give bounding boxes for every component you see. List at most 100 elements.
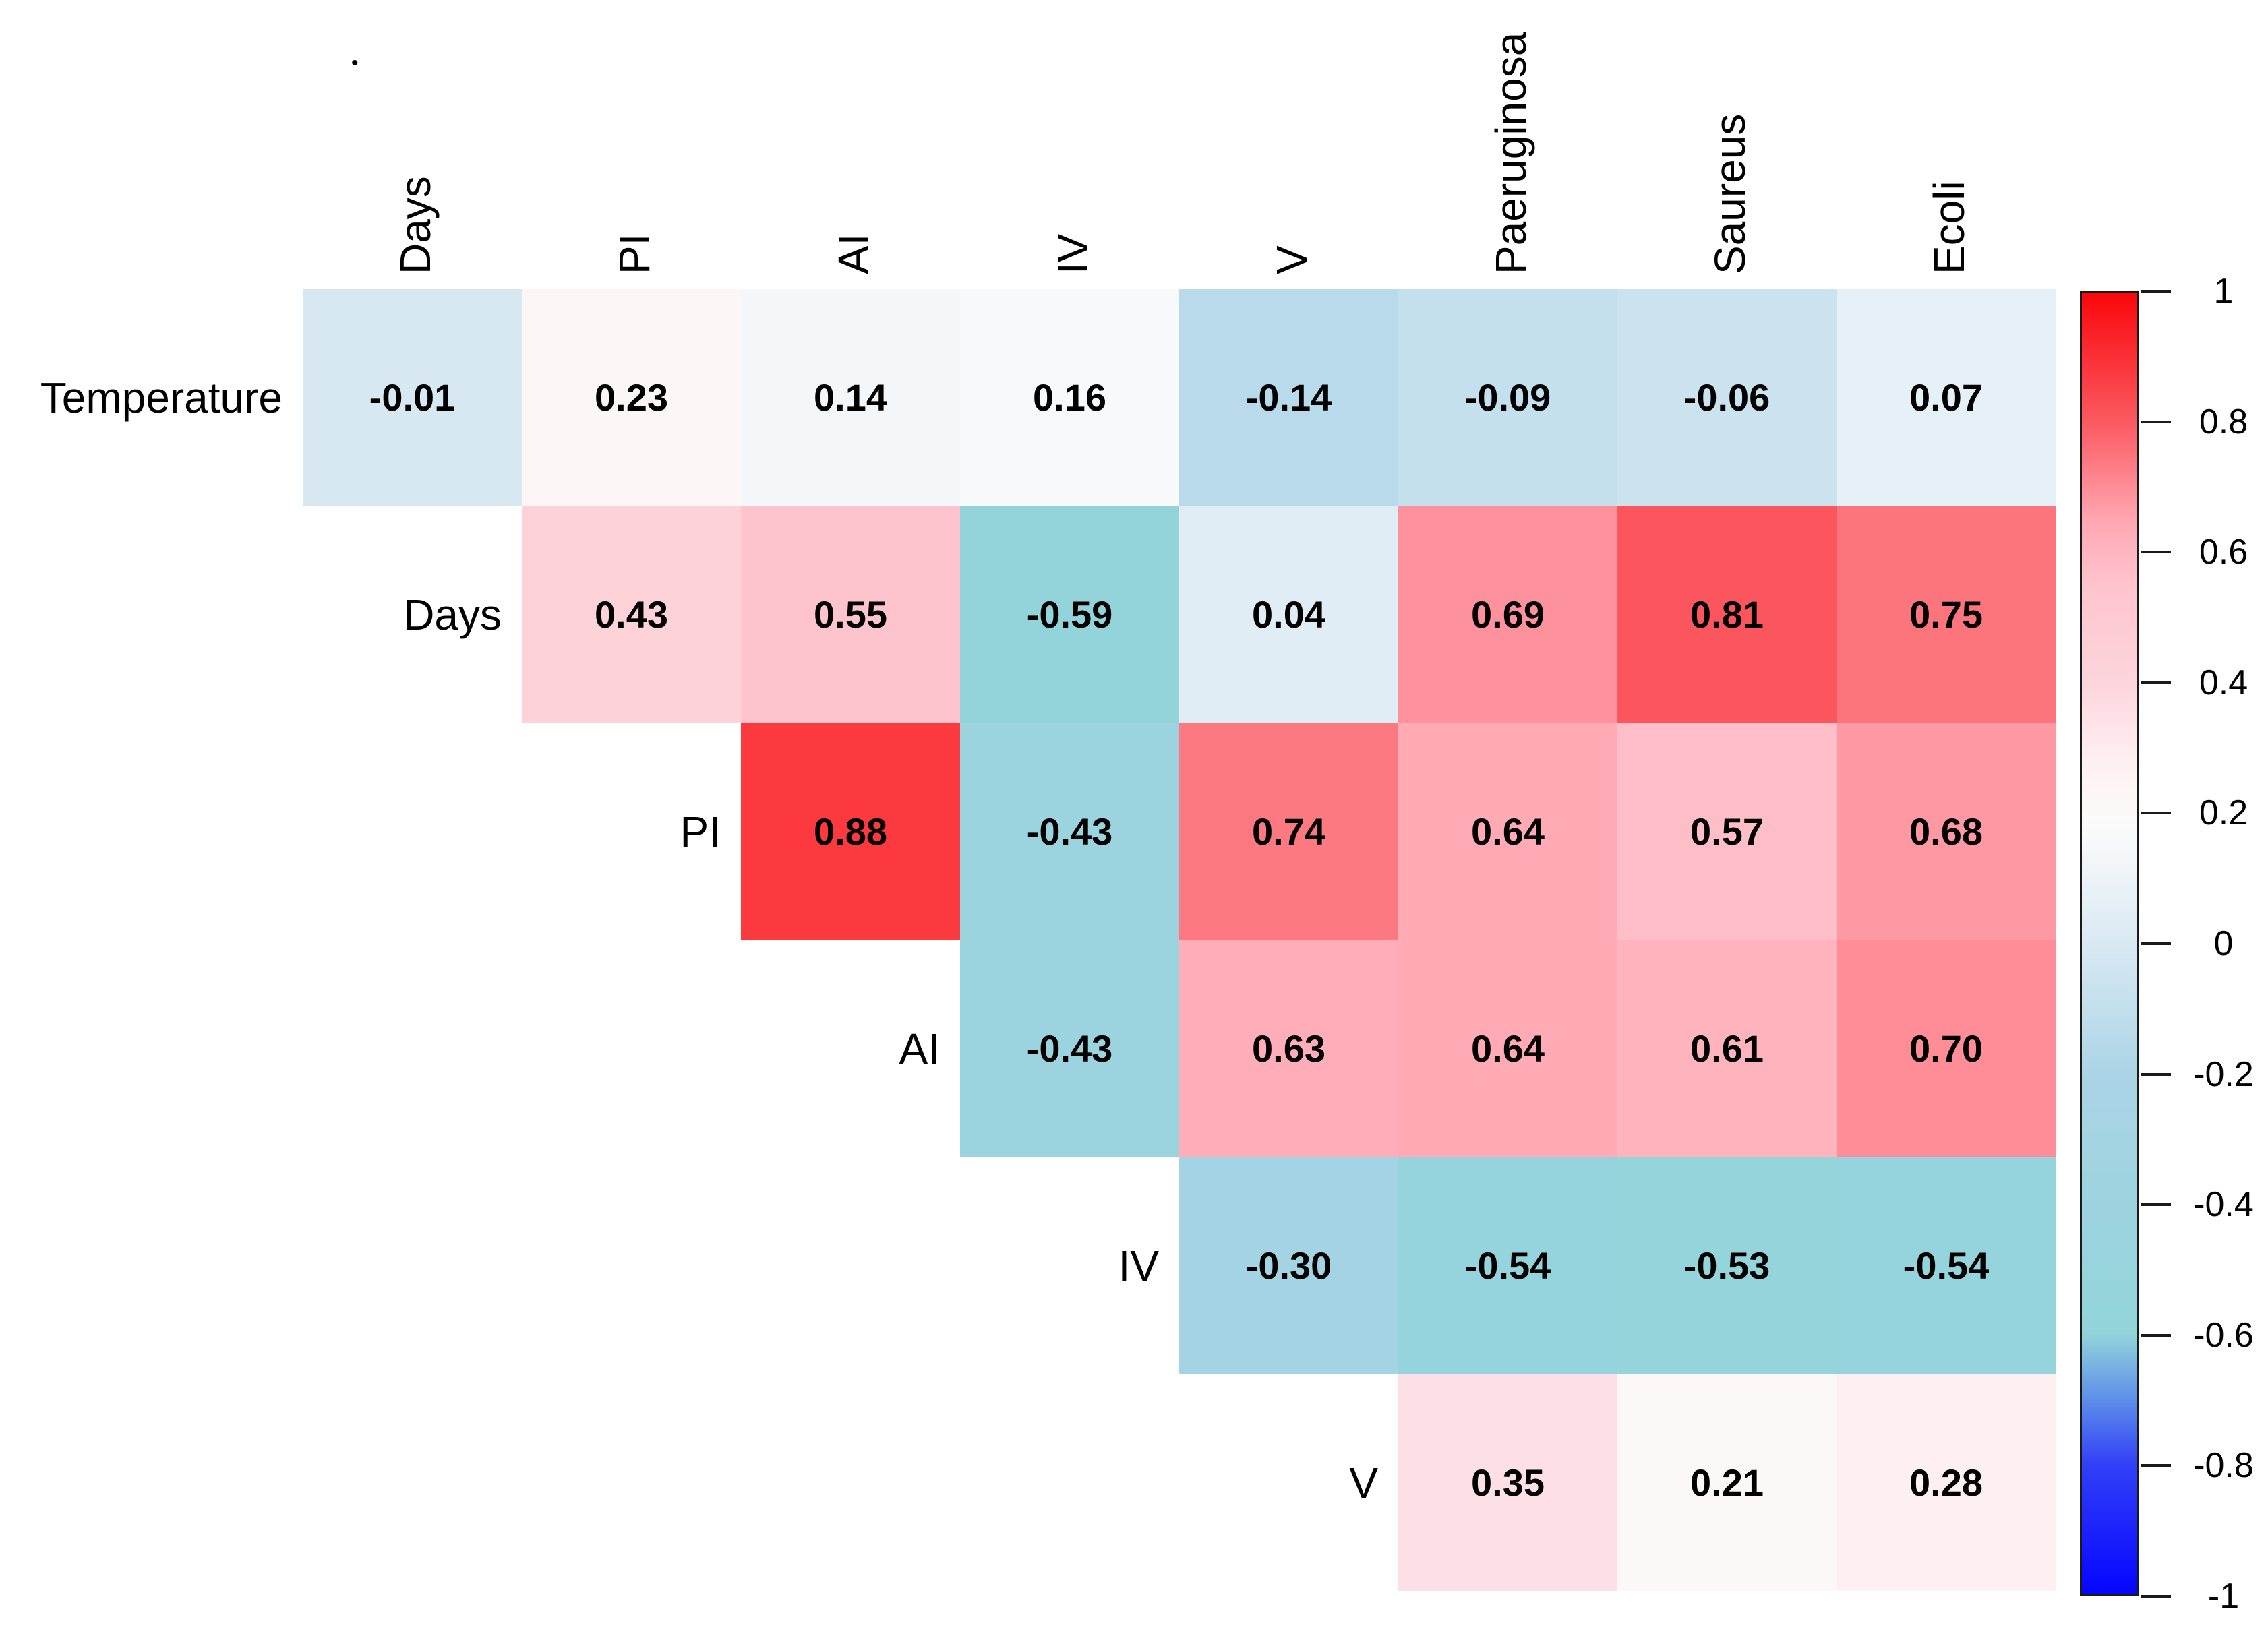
cell-value: -0.54 [1903, 1244, 1990, 1287]
cell-value: 0.57 [1690, 810, 1764, 853]
cell-value: -0.30 [1245, 1244, 1332, 1287]
colorbar-tick [2141, 420, 2171, 423]
matrix-cell-ai-paeruginosa: 0.64 [1398, 940, 1617, 1157]
matrix-cell-pi-ecoli: 0.68 [1837, 723, 2056, 940]
colorbar-tick [2141, 1072, 2171, 1076]
cell-value: 0.61 [1690, 1027, 1764, 1070]
matrix-cell-temperature-ecoli: 0.07 [1837, 289, 2056, 506]
matrix-cell-ai-ecoli: 0.70 [1837, 940, 2056, 1157]
matrix-cell-days-ai: 0.55 [741, 506, 960, 723]
cell-value: 0.35 [1471, 1461, 1545, 1504]
matrix-cell-temperature-paeruginosa: -0.09 [1398, 289, 1617, 506]
cell-value: 0.28 [1909, 1461, 1983, 1504]
cell-value: 0.55 [814, 593, 887, 636]
cell-value: 0.07 [1909, 376, 1983, 419]
colorbar-tick [2141, 681, 2171, 684]
cell-value: 0.70 [1909, 1027, 1983, 1070]
matrix-cell-temperature-iv: 0.16 [960, 289, 1179, 506]
colorbar-tick [2141, 551, 2171, 554]
matrix-cell-temperature-v: -0.14 [1179, 289, 1398, 506]
cell-value: -0.14 [1245, 376, 1332, 419]
matrix-cell-days-paeruginosa: 0.69 [1398, 506, 1617, 723]
matrix-cell-days-v: 0.04 [1179, 506, 1398, 723]
cell-value: 0.43 [595, 593, 668, 636]
colorbar-tick-label: 0.6 [2199, 533, 2248, 572]
colorbar-tick-label: -0.4 [2193, 1185, 2254, 1225]
matrix-cell-pi-saureus: 0.57 [1617, 723, 1837, 940]
row-label-ai: AI [899, 1025, 940, 1073]
matrix-cell-ai-v: 0.63 [1179, 940, 1398, 1157]
matrix-cell-temperature-pi: 0.23 [522, 289, 741, 506]
matrix-cell-iv-v: -0.30 [1179, 1157, 1398, 1374]
cell-value: 0.64 [1471, 810, 1545, 853]
colorbar-tick [2141, 812, 2171, 815]
column-label-days: Days [390, 176, 440, 274]
matrix-cell-v-ecoli: 0.28 [1837, 1374, 2056, 1591]
matrix-cell-days-iv: -0.59 [960, 506, 1179, 723]
cell-value: -0.06 [1683, 376, 1770, 419]
cell-value: 0.75 [1909, 593, 1983, 636]
colorbar-tick-label: -0.8 [2193, 1446, 2254, 1486]
column-label-pi: PI [609, 233, 659, 274]
cell-value: 0.16 [1033, 376, 1106, 419]
colorbar-gradient [2080, 291, 2139, 1596]
cell-value: -0.59 [1026, 593, 1113, 636]
colorbar-tick-label: 0.2 [2199, 793, 2248, 833]
row-label-pi: PI [680, 808, 721, 856]
matrix-cell-pi-v: 0.74 [1179, 723, 1398, 940]
cell-value: -0.43 [1026, 1027, 1113, 1070]
row-label-v: V [1349, 1459, 1378, 1507]
cell-value: 0.69 [1471, 593, 1545, 636]
cell-value: -0.01 [369, 376, 456, 419]
stray-dot: • [351, 52, 359, 74]
column-label-ai: AI [829, 233, 878, 274]
matrix-cell-ai-iv: -0.43 [960, 940, 1179, 1157]
matrix-cell-temperature-days: -0.01 [303, 289, 522, 506]
colorbar-tick-label: -0.2 [2193, 1054, 2254, 1094]
cell-value: -0.43 [1026, 810, 1113, 853]
column-label-paeruginosa: Paeruginosa [1486, 32, 1535, 274]
row-label-temperature: Temperature [40, 373, 282, 422]
colorbar-tick [2141, 1595, 2171, 1598]
matrix-cell-ai-saureus: 0.61 [1617, 940, 1837, 1157]
matrix-cell-iv-saureus: -0.53 [1617, 1157, 1837, 1374]
matrix-cell-v-saureus: 0.21 [1617, 1374, 1837, 1591]
cell-value: 0.14 [814, 376, 887, 419]
cell-value: 0.68 [1909, 810, 1983, 853]
matrix-cell-pi-iv: -0.43 [960, 723, 1179, 940]
matrix-cell-iv-paeruginosa: -0.54 [1398, 1157, 1617, 1374]
cell-value: -0.54 [1464, 1244, 1551, 1287]
colorbar-tick-label: 0 [2213, 924, 2234, 963]
colorbar-tick [2141, 1203, 2171, 1207]
row-label-iv: IV [1118, 1242, 1159, 1290]
colorbar-tick-label: 0.8 [2199, 402, 2248, 442]
colorbar-tick [2141, 290, 2171, 293]
colorbar-tick-label: -1 [2207, 1577, 2240, 1616]
colorbar-tick [2141, 1333, 2171, 1337]
colorbar-tick-label: 1 [2213, 272, 2234, 311]
column-label-saureus: Saureus [1705, 113, 1754, 274]
cell-value: 0.64 [1471, 1027, 1545, 1070]
matrix-cell-days-ecoli: 0.75 [1837, 506, 2056, 723]
colorbar-tick [2141, 942, 2171, 945]
matrix-cell-iv-ecoli: -0.54 [1837, 1157, 2056, 1374]
cell-value: 0.74 [1252, 810, 1325, 853]
column-label-v: V [1267, 245, 1316, 274]
colorbar-tick-label: -0.6 [2193, 1315, 2254, 1355]
cell-value: 0.88 [814, 810, 887, 853]
matrix-cell-days-pi: 0.43 [522, 506, 741, 723]
colorbar-tick-label: 0.4 [2199, 663, 2248, 702]
matrix-cell-temperature-ai: 0.14 [741, 289, 960, 506]
column-label-ecoli: Ecoli [1924, 181, 1973, 274]
cell-value: 0.23 [595, 376, 668, 419]
matrix-cell-days-saureus: 0.81 [1617, 506, 1837, 723]
matrix-cell-v-paeruginosa: 0.35 [1398, 1374, 1617, 1591]
matrix-cell-pi-paeruginosa: 0.64 [1398, 723, 1617, 940]
cell-value: 0.81 [1690, 593, 1764, 636]
column-label-iv: IV [1048, 233, 1097, 274]
cell-value: 0.63 [1252, 1027, 1325, 1070]
matrix-cell-temperature-saureus: -0.06 [1617, 289, 1837, 506]
cell-value: -0.09 [1464, 376, 1551, 419]
matrix-cell-pi-ai: 0.88 [741, 723, 960, 940]
